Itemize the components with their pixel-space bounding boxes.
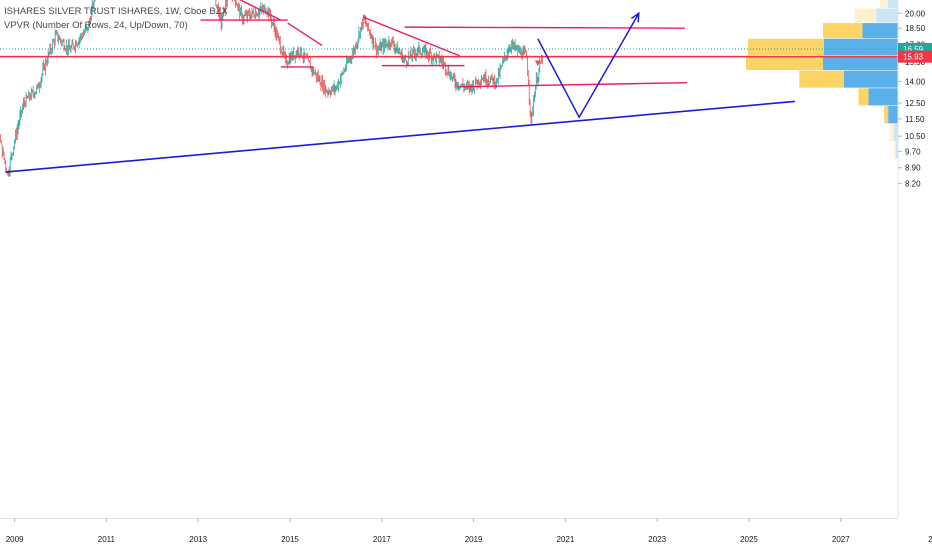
y-tick-label: 18.50: [905, 24, 926, 33]
y-tick-label: 10.50: [905, 132, 926, 141]
y-tick-label: 12.50: [905, 99, 926, 108]
x-tick-label: 2015: [281, 535, 299, 544]
vp-bar-up: [888, 0, 898, 8]
vp-bar-down: [823, 23, 862, 38]
y-tick-label: 20.00: [905, 9, 926, 18]
y-tick-label: 8.90: [905, 164, 921, 173]
vp-bar-down: [746, 56, 823, 70]
vp-bar-down: [884, 106, 888, 123]
vp-bar-down: [748, 39, 824, 55]
vp-bar-up: [888, 106, 898, 123]
y-tick-label: 11.50: [905, 115, 925, 124]
vp-bar-down: [890, 124, 894, 141]
symbol-title[interactable]: ISHARES SILVER TRUST ISHARES, 1W, Cboe B…: [4, 5, 228, 19]
vp-bar-down: [799, 71, 843, 88]
vp-bar-down: [855, 9, 877, 23]
x-tick-label: 2019: [465, 535, 483, 544]
x-tick-label: 2013: [189, 535, 207, 544]
vp-bar-up: [823, 56, 898, 70]
y-tick-label: 9.70: [905, 147, 921, 156]
x-axis: 2009 2011 2013 2015 2017 2019 2021 2023 2025 2027…: [6, 518, 932, 544]
vp-bar-up: [862, 23, 898, 38]
x-tick-label: 2025: [740, 535, 758, 544]
vp-bar-up: [824, 39, 898, 55]
vp-bar-up: [868, 88, 898, 105]
x-tick-label: 2017: [373, 535, 391, 544]
vp-bar-down: [894, 142, 896, 159]
vp-bar-up: [894, 124, 898, 141]
y-tick-label: 8.20: [905, 179, 921, 188]
vp-bar-down: [880, 0, 888, 8]
x-tick-label: 2011: [98, 535, 116, 544]
plot-background: [0, 0, 898, 518]
chart-legend: ISHARES SILVER TRUST ISHARES, 1W, Cboe B…: [4, 5, 228, 33]
x-tick-label: 2023: [648, 535, 666, 544]
vp-bar-down: [859, 88, 869, 105]
x-tick-label: 2009: [6, 535, 24, 544]
price-label: 15.93: [903, 53, 924, 62]
x-tick-label: 20: [928, 535, 932, 544]
y-axis: 52.0048.0044.0040.0036.0032.0029.0026.00…: [898, 0, 926, 188]
vp-bar-up: [876, 9, 898, 23]
y-tick-label: 14.00: [905, 77, 926, 86]
vp-bar-up: [844, 71, 898, 88]
x-tick-label: 2027: [832, 535, 850, 544]
indicator-title[interactable]: VPVR (Number Of Rows, 24, Up/Down, 70): [4, 19, 228, 33]
x-tick-label: 2021: [556, 535, 574, 544]
